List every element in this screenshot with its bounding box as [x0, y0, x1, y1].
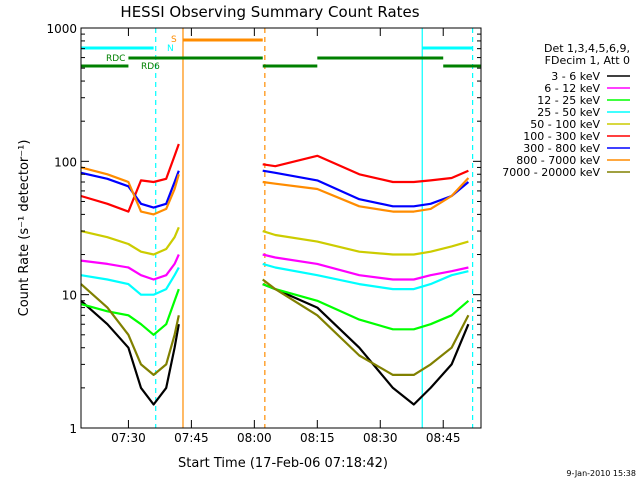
series-line	[80, 166, 180, 216]
x-tick-label: 08:30	[363, 431, 398, 445]
legend-label: 800 - 7000 keV	[516, 154, 600, 167]
series-line	[80, 143, 180, 213]
legend-label: 6 - 12 keV	[544, 82, 600, 95]
series-line	[262, 230, 469, 256]
legend-header: Det 1,3,4,5,6,9,	[544, 42, 630, 55]
legend-label: 25 - 50 keV	[537, 106, 600, 119]
series-line	[262, 278, 470, 376]
series-line	[262, 283, 470, 331]
x-tick-label: 08:45	[426, 431, 461, 445]
x-tick-label: 07:45	[174, 431, 209, 445]
series-line	[80, 283, 180, 376]
y-tick-label: 100	[54, 155, 77, 169]
y-tick-label: 1	[69, 422, 77, 436]
x-tick-label: 07:30	[111, 431, 146, 445]
series-line	[262, 154, 469, 184]
legend-label: 50 - 100 keV	[530, 118, 600, 131]
chart-title: HESSI Observing Summary Count Rates	[120, 3, 419, 21]
series-line	[262, 262, 469, 291]
series-line	[262, 177, 470, 213]
series-line	[80, 254, 180, 281]
legend-label: 3 - 6 keV	[551, 70, 600, 83]
legend-label: 300 - 800 keV	[523, 142, 600, 155]
x-axis-label: Start Time (17-Feb-06 07:18:42)	[178, 456, 388, 471]
y-tick-label: 10	[62, 289, 77, 303]
legend-label: 100 - 300 keV	[523, 130, 600, 143]
saa-flag-label: S	[171, 35, 177, 45]
legend-header: FDecim 1, Att 0	[545, 54, 630, 67]
series-line	[262, 169, 470, 208]
plot-frame	[80, 27, 482, 429]
rdc-flag-label: RDC	[106, 54, 125, 64]
series-line	[80, 266, 180, 296]
series-line	[262, 283, 470, 406]
series-line	[80, 299, 180, 406]
x-tick-label: 08:15	[300, 431, 335, 445]
rd6-flag-label: RD6	[141, 62, 160, 72]
series-line	[262, 253, 469, 281]
night-flag-label: N	[167, 44, 174, 54]
series-line	[80, 226, 180, 256]
legend-label: 7000 - 20000 keV	[502, 166, 600, 179]
plot-area: SN RDC RD6	[80, 28, 481, 428]
x-tick-label: 08:00	[237, 431, 272, 445]
legend: Det 1,3,4,5,6,9,FDecim 1, Att 0 3 - 6 keV…	[502, 42, 630, 179]
legend-label: 12 - 25 keV	[537, 94, 600, 107]
y-tick-label: 1000	[46, 22, 77, 36]
footer-date: 9-Jan-2010 15:38	[566, 469, 636, 478]
y-axis-label: Count Rate (s⁻¹ detector⁻¹)	[17, 140, 32, 317]
series-line	[80, 170, 180, 209]
